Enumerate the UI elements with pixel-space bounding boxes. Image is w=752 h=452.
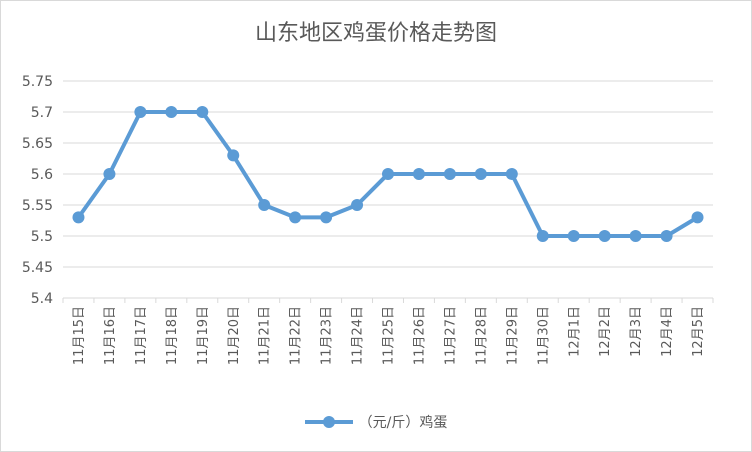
data-point — [196, 106, 209, 118]
x-tick-label: 11月21日 — [258, 306, 273, 365]
data-point — [351, 199, 364, 211]
data-point — [103, 168, 116, 180]
data-point — [227, 149, 240, 162]
x-tick-label: 11月19日 — [196, 306, 211, 365]
x-tick-label: 11月27日 — [443, 306, 458, 365]
data-point — [505, 168, 518, 180]
x-tick-label: 11月30日 — [536, 306, 551, 365]
data-point — [660, 230, 673, 242]
x-tick-label: 12月4日 — [660, 306, 675, 357]
chart-title: 山东地区鸡蛋价格走势图 — [254, 21, 497, 46]
data-point — [320, 211, 333, 224]
y-tick-label: 5.6 — [31, 167, 53, 183]
x-tick-label: 12月3日 — [629, 306, 644, 357]
x-tick-label: 12月1日 — [567, 306, 582, 357]
y-tick-label: 5.65 — [22, 136, 53, 152]
data-point — [289, 211, 302, 224]
data-point — [412, 168, 425, 180]
data-point — [258, 199, 271, 211]
data-point — [691, 211, 704, 224]
y-tick-label: 5.7 — [31, 105, 53, 121]
data-point — [567, 230, 580, 242]
x-tick-label: 11月15日 — [72, 306, 87, 365]
x-tick-label: 11月28日 — [474, 306, 489, 365]
data-point — [134, 106, 147, 118]
x-tick-label: 12月5日 — [691, 306, 706, 357]
data-point — [598, 230, 611, 242]
y-tick-label: 5.4 — [31, 291, 53, 307]
legend-swatch — [304, 416, 353, 428]
data-point — [165, 106, 178, 118]
y-tick-label: 5.5 — [31, 229, 53, 245]
x-tick-label: 11月16日 — [103, 306, 118, 365]
x-tick-label: 11月20日 — [227, 306, 242, 365]
y-tick-label: 5.75 — [22, 74, 53, 90]
y-tick-label: 5.55 — [22, 198, 53, 214]
y-tick-label: 5.45 — [22, 260, 53, 276]
x-tick-label: 11月17日 — [134, 306, 149, 365]
data-point — [629, 230, 642, 242]
x-tick-label: 11月25日 — [382, 306, 397, 365]
x-tick-label: 11月23日 — [320, 306, 335, 365]
data-point — [72, 211, 85, 224]
x-tick-label: 11月22日 — [289, 306, 304, 365]
data-point — [474, 168, 487, 180]
data-point — [536, 230, 549, 242]
x-tick-label: 11月18日 — [165, 306, 180, 365]
data-point — [443, 168, 456, 180]
x-tick-label: 12月2日 — [598, 306, 613, 357]
x-tick-label: 11月24日 — [351, 306, 366, 365]
legend: （元/斤）鸡蛋 — [1, 411, 751, 433]
data-point — [382, 168, 394, 180]
x-tick-label: 11月29日 — [505, 306, 520, 365]
legend-label: （元/斤）鸡蛋 — [358, 415, 448, 431]
x-tick-label: 11月26日 — [413, 306, 428, 365]
